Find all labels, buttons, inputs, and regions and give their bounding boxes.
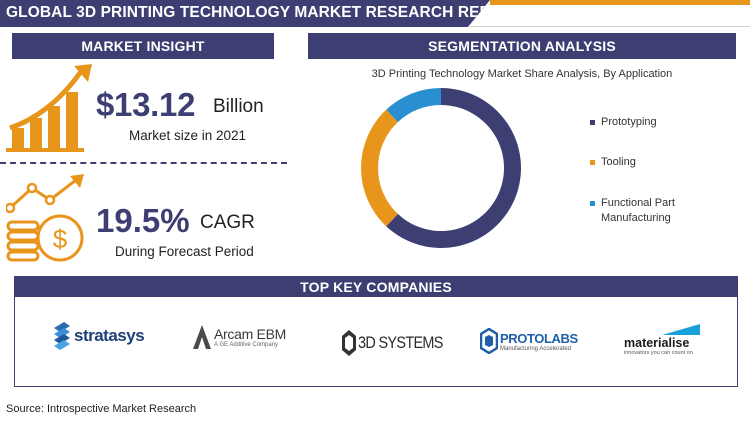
growth-chart-icon	[6, 64, 92, 152]
title-banner: GLOBAL 3D PRINTING TECHNOLOGY MARKET RES…	[0, 0, 490, 27]
legend-item: Prototyping	[590, 115, 691, 130]
company-logo-stratasys: stratasys	[52, 322, 145, 350]
legend-label: Functional Part Manufacturing	[601, 197, 675, 224]
donut-slice-tooling	[361, 109, 398, 227]
company-tagline: A GE Additive Company	[214, 342, 279, 348]
companies-panel	[14, 297, 738, 387]
page-title: GLOBAL 3D PRINTING TECHNOLOGY MARKET RES…	[6, 4, 524, 21]
source-note: Source: Introspective Market Research	[6, 403, 197, 415]
market-size-value: $13.12	[96, 86, 196, 123]
arcam-logo-icon	[193, 325, 211, 349]
divider	[0, 162, 287, 164]
legend-item: Tooling	[590, 155, 691, 170]
company-name: PROTOLABS	[500, 330, 578, 346]
legend-label: Tooling	[601, 156, 636, 168]
chart-title: 3D Printing Technology Market Share Anal…	[371, 68, 673, 80]
materialise-logo-icon	[662, 324, 700, 335]
3d-systems-logo-icon	[342, 330, 356, 356]
legend-swatch	[590, 160, 595, 165]
company-logo-materialise: materialise innovators you can count on	[624, 324, 700, 356]
company-logo-protolabs: PROTOLABS Manufacturing Accelerated	[480, 328, 578, 354]
donut-slice-functional-part-manufacturing	[386, 88, 441, 123]
legend-swatch	[590, 120, 595, 125]
title-accent-bar	[490, 0, 750, 5]
infographic: GLOBAL 3D PRINTING TECHNOLOGY MARKET RES…	[0, 0, 750, 387]
company-name: materialise	[624, 336, 690, 350]
cagr-value: 19.5%	[96, 202, 190, 239]
legend-item: Functional Part Manufacturing	[590, 196, 691, 226]
svg-text:$: $	[53, 224, 68, 254]
company-logo-arcam: Arcam EBM A GE Additive Company	[192, 324, 286, 350]
company-name: stratasys	[74, 326, 145, 345]
coins-dollar-icon: $	[6, 174, 84, 262]
cagr-unit: CAGR	[200, 212, 255, 233]
legend-label: Prototyping	[601, 116, 657, 128]
market-size-unit: Billion	[213, 96, 264, 117]
company-tagline: Manufacturing Accelerated	[500, 345, 572, 352]
market-size-label: Market size in 2021	[129, 128, 247, 143]
company-name: 3D SYSTEMS	[358, 333, 443, 352]
company-name: Arcam EBM	[214, 326, 286, 342]
legend-swatch	[590, 201, 595, 206]
company-logo-3d-systems: 3D SYSTEMS	[342, 330, 458, 356]
segmentation-header: SEGMENTATION ANALYSIS	[308, 33, 736, 59]
market-insight-header: MARKET INSIGHT	[12, 33, 274, 59]
title-underline	[470, 26, 750, 27]
company-tagline: innovators you can count on	[624, 350, 693, 356]
donut-slice-prototyping	[386, 88, 521, 248]
cagr-label: During Forecast Period	[115, 244, 254, 259]
stratasys-logo-icon	[54, 322, 70, 350]
top-companies-header: TOP KEY COMPANIES	[14, 276, 738, 297]
protolabs-logo-icon	[480, 328, 498, 354]
donut-chart	[361, 88, 521, 248]
